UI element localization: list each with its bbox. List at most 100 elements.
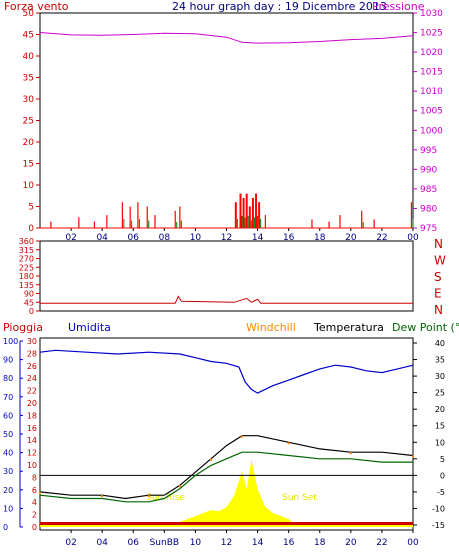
pressure-axis-title: Pressione — [372, 0, 425, 13]
temp-tick-label: 25 — [435, 389, 445, 398]
wind-direction-line — [40, 295, 413, 304]
rain-tick-label: 14 — [27, 436, 37, 445]
panel1-axes: 0510152025303540455097598098599099510001… — [23, 9, 444, 243]
temperature-line — [39, 435, 414, 500]
x-tick-label: 10 — [190, 233, 202, 243]
windchill-point — [178, 485, 182, 488]
pressure-tick-label: 1015 — [420, 68, 443, 78]
x-tick-label: 14 — [252, 538, 264, 548]
rain-tick-label: 10 — [27, 461, 37, 470]
rain-tick-label: 12 — [27, 449, 37, 458]
humidity-tick-label: 0 — [3, 523, 8, 532]
temp-tick-label: -10 — [432, 504, 445, 513]
direction-tick-label: 45 — [24, 298, 34, 307]
rain-bar — [40, 522, 413, 525]
windchill-point — [100, 495, 104, 498]
windchill-point — [287, 442, 290, 445]
x-tick-label: 18 — [314, 233, 326, 243]
panel3-frame — [39, 337, 414, 531]
x-tick-label: 22 — [376, 538, 387, 548]
rain-tick-label: 16 — [27, 424, 37, 433]
humidity-tick-label: 30 — [3, 467, 13, 476]
x-tick-label: 14 — [252, 233, 264, 243]
pressure-line — [39, 32, 414, 44]
temp-tick-label: 5 — [440, 455, 445, 464]
compass-label: N — [434, 237, 443, 251]
sun-area — [175, 459, 297, 525]
pressure-tick-label: 1010 — [420, 87, 443, 97]
pressure-tick-label: 1005 — [420, 107, 443, 117]
windchill-point — [349, 452, 353, 455]
temp-tick-label: -15 — [432, 521, 445, 530]
wind-tick-label: 5 — [28, 203, 34, 213]
temp-tick-label: 15 — [435, 422, 445, 431]
pressure-tick-label: 995 — [420, 146, 437, 156]
x-tick-label: 12 — [221, 538, 232, 548]
x-tick-label: 02 — [65, 233, 76, 243]
panel2-frame — [39, 240, 414, 312]
x-tick-label: 22 — [376, 233, 387, 243]
x-tick-label: 06 — [128, 538, 140, 548]
rain-tick-label: 28 — [27, 349, 37, 358]
dewpoint-label: Dew Point (°C — [392, 321, 459, 334]
temp-tick-label: 35 — [435, 356, 445, 365]
dewpoint-line — [39, 451, 413, 503]
windchill-label: Windchill — [246, 321, 296, 334]
pressure-tick-label: 1020 — [420, 48, 443, 58]
pressure-tick-label: 1030 — [420, 9, 443, 19]
wind-tick-label: 0 — [28, 224, 34, 234]
compass-label: S — [434, 270, 442, 284]
humidity-tick-label: 70 — [3, 393, 13, 402]
rain-tick-label: 24 — [27, 374, 37, 383]
temp-tick-label: 20 — [435, 405, 445, 414]
wind-axis-title: Forza vento — [4, 0, 69, 13]
sunset-label: Sun Set — [282, 493, 317, 503]
humidity-tick-label: 10 — [3, 504, 13, 513]
rain-floor — [40, 525, 413, 527]
temperature-label: Temperatura — [313, 321, 384, 334]
humidity-tick-label: 80 — [3, 374, 13, 383]
wind-tick-label: 15 — [23, 160, 34, 170]
x-tick-label: 02 — [65, 538, 76, 548]
compass-label: E — [434, 287, 442, 301]
direction-tick-label: 360 — [19, 237, 34, 246]
humidity-tick-label: 90 — [3, 356, 13, 365]
wind-tick-label: 50 — [23, 9, 35, 19]
panel3-series — [38, 349, 415, 527]
wind-tick-label: 25 — [23, 117, 34, 127]
rain-tick-label: 30 — [27, 337, 37, 346]
compass-label: N — [434, 303, 443, 317]
rain-tick-label: 20 — [27, 399, 37, 408]
windchill-point — [147, 495, 150, 498]
wind-tick-label: 10 — [23, 181, 35, 191]
rain-tick-label: 18 — [27, 411, 37, 420]
direction-tick-label: 0 — [29, 307, 34, 316]
panel2-series — [40, 295, 413, 304]
temp-tick-label: 10 — [435, 438, 445, 447]
rain-tick-label: 8 — [32, 473, 37, 482]
rain-tick-label: 6 — [32, 486, 37, 495]
temp-tick-label: 0 — [440, 471, 445, 480]
direction-tick-label: 225 — [19, 263, 34, 272]
x-tick-label: 06 — [128, 233, 140, 243]
x-tick-label: SunBB — [150, 538, 179, 548]
pressure-tick-label: 1000 — [420, 126, 443, 136]
wind-tick-label: 20 — [23, 138, 35, 148]
wind-tick-label: 35 — [23, 74, 34, 84]
chart-title: 24 hour graph day : 19 Dicembre 2013 — [172, 0, 387, 13]
windchill-point — [411, 455, 415, 458]
x-tick-label: 08 — [159, 233, 171, 243]
x-tick-label: 18 — [314, 538, 326, 548]
humidity-tick-label: 100 — [3, 337, 18, 346]
humidity-label: Umidita — [68, 321, 111, 334]
panel1-series — [39, 32, 414, 229]
pressure-tick-label: 990 — [420, 165, 437, 175]
wind-tick-label: 30 — [23, 95, 35, 105]
pressure-tick-label: 1025 — [420, 29, 443, 39]
x-tick-label: 00 — [407, 233, 419, 243]
x-tick-label: 16 — [283, 233, 295, 243]
rain-tick-label: 2 — [32, 511, 37, 520]
